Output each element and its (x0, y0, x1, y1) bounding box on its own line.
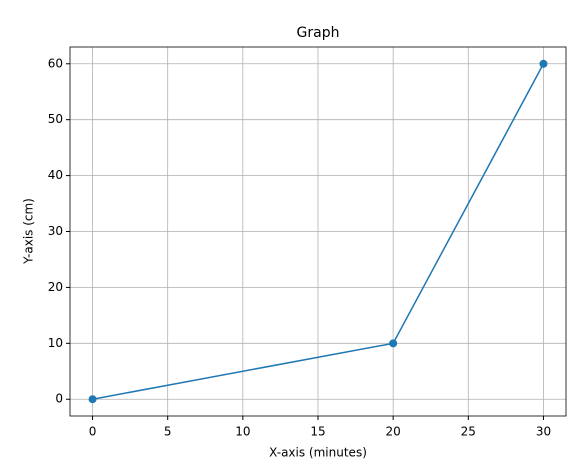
x-tick-label: 0 (89, 425, 97, 439)
marker (389, 339, 398, 348)
chart-title: Graph (297, 25, 340, 41)
marker (539, 59, 548, 68)
y-axis-label: Y-axis (cm) (22, 198, 36, 265)
marker (88, 395, 97, 404)
x-tick-label: 25 (461, 425, 476, 439)
x-axis-label: X-axis (minutes) (269, 446, 367, 460)
x-tick-label: 5 (164, 425, 172, 439)
x-tick-label: 15 (310, 425, 325, 439)
plot-frame (69, 46, 567, 417)
y-tick-label: 0 (55, 392, 63, 406)
y-tick-label: 10 (48, 336, 63, 350)
y-tick-label: 40 (48, 168, 63, 182)
y-tick-label: 30 (48, 224, 63, 238)
y-tick-label: 20 (48, 280, 63, 294)
x-tick-label: 10 (235, 425, 250, 439)
x-tick-label: 20 (386, 425, 401, 439)
x-tick-label: 30 (536, 425, 551, 439)
y-tick-label: 50 (48, 112, 63, 126)
y-tick-label: 60 (48, 56, 63, 70)
